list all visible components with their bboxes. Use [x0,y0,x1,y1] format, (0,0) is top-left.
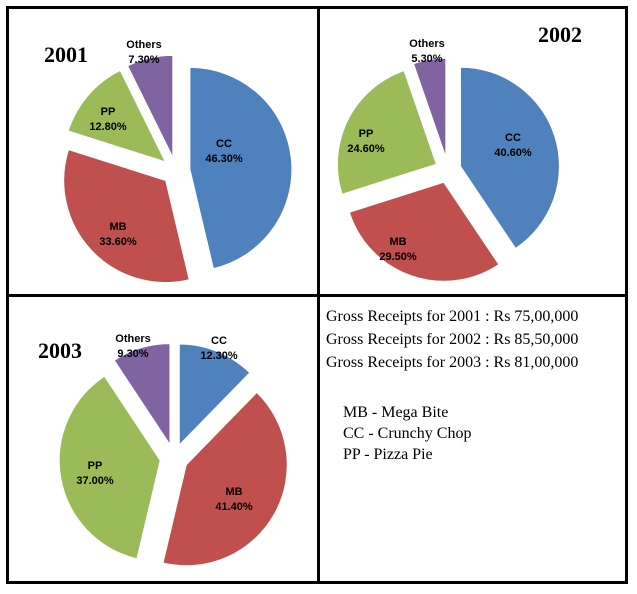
pie-slice-cc [459,66,560,250]
slice-label-others: Others 7.30% [126,39,161,66]
slice-label-pp: PP 12.80% [89,106,127,133]
slice-label-others: Others 5.30% [409,38,444,65]
pie-slice-others [126,54,174,158]
legend-item-pp: PP - Pizza Pie [343,446,433,463]
slice-label-mb: MB 41.40% [215,486,253,513]
slice-label-pp: PP 37.00% [76,460,114,487]
pie-title: 2001 [44,42,88,67]
pie-slice-pp [336,69,438,195]
pie-slice-mb [63,148,190,284]
slice-label-cc: CC 46.30% [205,138,243,165]
pie-slice-others [113,343,171,447]
slice-label-pp: PP 24.60% [347,128,385,155]
pie-slice-pp [67,69,167,163]
pie-chart-2002: CC 40.60% MB 29.50% PP 24.60% Others 5.30% 2002 [336,22,582,282]
gross-receipts-2003: Gross Receipts for 2003 : Rs 81,00,000 [326,354,579,371]
legend-item-mb: MB - Mega Bite [343,404,449,421]
legend-item-cc: CC - Crunchy Chop [343,425,472,442]
info-panel: Gross Receipts for 2001 : Rs 75,00,000 G… [322,305,622,465]
gross-receipts-2002: Gross Receipts for 2002 : Rs 85,50,000 [326,331,579,348]
pie-slice-others [412,57,447,158]
pie-chart-2003: CC 12.30% MB 41.40% PP 37.00% Others 9.30% 2003 [38,333,288,567]
pie-title: 2003 [38,338,82,363]
pie-slice-cc [189,66,293,270]
slice-label-cc: CC 12.30% [200,335,238,362]
pie-slice-mb [348,181,500,282]
pie-chart-2001: CC 46.30% MB 33.60% PP 12.80% Others 7.30% 2001 [44,39,293,284]
gross-receipts-2001: Gross Receipts for 2001 : Rs 75,00,000 [326,308,579,325]
pie-title: 2002 [538,22,582,47]
pie-slice-mb [162,391,288,567]
pie-slice-pp [58,375,161,560]
slice-label-others: Others 9.30% [115,333,150,360]
pie-slice-cc [178,343,251,447]
abbreviation-legend: MB - Mega Bite CC - Crunchy Chop PP - Pi… [322,402,622,465]
panel-divider-horizontal [6,294,628,297]
slice-label-mb: MB 33.60% [99,221,137,248]
slice-label-cc: CC 40.60% [494,132,532,159]
slice-label-mb: MB 29.50% [379,236,417,263]
